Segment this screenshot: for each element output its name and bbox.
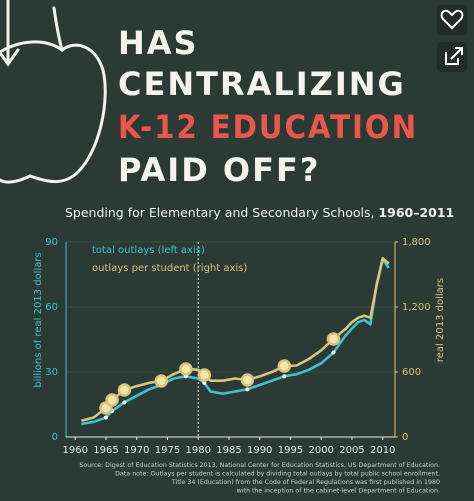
title-line: CENTRALIZING xyxy=(118,65,406,103)
point-marker xyxy=(154,374,169,388)
y-axis-label: billions of real 2013 dollars xyxy=(33,252,44,387)
title-line: PAID OFF? xyxy=(118,151,320,189)
point-marker xyxy=(326,332,341,346)
x-tick-label: 2005 xyxy=(339,445,364,456)
x-tick-label: 1980 xyxy=(185,445,210,456)
subtitle-years: 1960–2011 xyxy=(378,205,454,220)
y2-axis-label: real 2013 dollars xyxy=(435,278,446,362)
y-tick-label: 30 xyxy=(45,367,58,378)
title-line: K-12 EDUCATION xyxy=(118,108,418,146)
share-icon[interactable] xyxy=(445,47,463,65)
apple-drawing xyxy=(0,0,107,184)
x-tick-label: 1985 xyxy=(216,445,241,456)
y-tick-label: 60 xyxy=(45,302,58,313)
point-marker xyxy=(117,383,132,397)
x-tick-label: 2000 xyxy=(308,445,333,456)
title-line: HAS xyxy=(118,24,199,62)
point-marker xyxy=(179,362,193,376)
x-tick-label: 1965 xyxy=(93,445,118,456)
x-tick-label: 1990 xyxy=(247,445,272,456)
legend-entry: total outlays (left axis) xyxy=(92,245,205,256)
y2-tick-label: 600 xyxy=(402,367,421,378)
y-tick-label: 90 xyxy=(45,237,58,248)
like-button-bg[interactable] xyxy=(437,5,467,35)
point-marker xyxy=(282,374,287,379)
point-marker xyxy=(197,368,212,382)
x-tick-label: 2010 xyxy=(370,445,395,456)
x-tick-label: 1975 xyxy=(155,445,180,456)
source-note: Source: Digest of Education Statistics 2… xyxy=(79,462,440,469)
y2-tick-label: 1,200 xyxy=(402,302,431,313)
x-tick-label: 1970 xyxy=(124,445,149,456)
point-marker xyxy=(245,387,250,392)
legend-entry: outlays per student (right axis) xyxy=(92,263,247,274)
x-tick-label: 1995 xyxy=(278,445,303,456)
share-button[interactable] xyxy=(437,42,467,72)
point-marker xyxy=(240,373,255,387)
point-marker xyxy=(277,359,292,373)
point-marker xyxy=(331,350,336,355)
point-marker xyxy=(103,415,108,420)
y2-tick-label: 1,800 xyxy=(402,237,431,248)
subtitle-text: Spending for Elementary and Secondary Sc… xyxy=(65,205,378,220)
point-marker xyxy=(122,400,127,405)
x-tick-label: 1960 xyxy=(62,445,87,456)
source-note: Data note: Outlays per student is calcul… xyxy=(115,471,440,478)
y-tick-label: 0 xyxy=(52,432,58,443)
point-marker xyxy=(105,393,119,407)
heart-icon[interactable] xyxy=(440,9,464,30)
y2-tick-label: 0 xyxy=(402,432,408,443)
source-note: Title 34 (Education) from the Code of Fe… xyxy=(171,479,440,486)
source-note: with the inception of the cabinet-level … xyxy=(237,488,440,495)
point-marker xyxy=(202,380,207,385)
subtitle: Spending for Elementary and Secondary Sc… xyxy=(65,205,454,220)
like-button[interactable] xyxy=(437,5,467,35)
